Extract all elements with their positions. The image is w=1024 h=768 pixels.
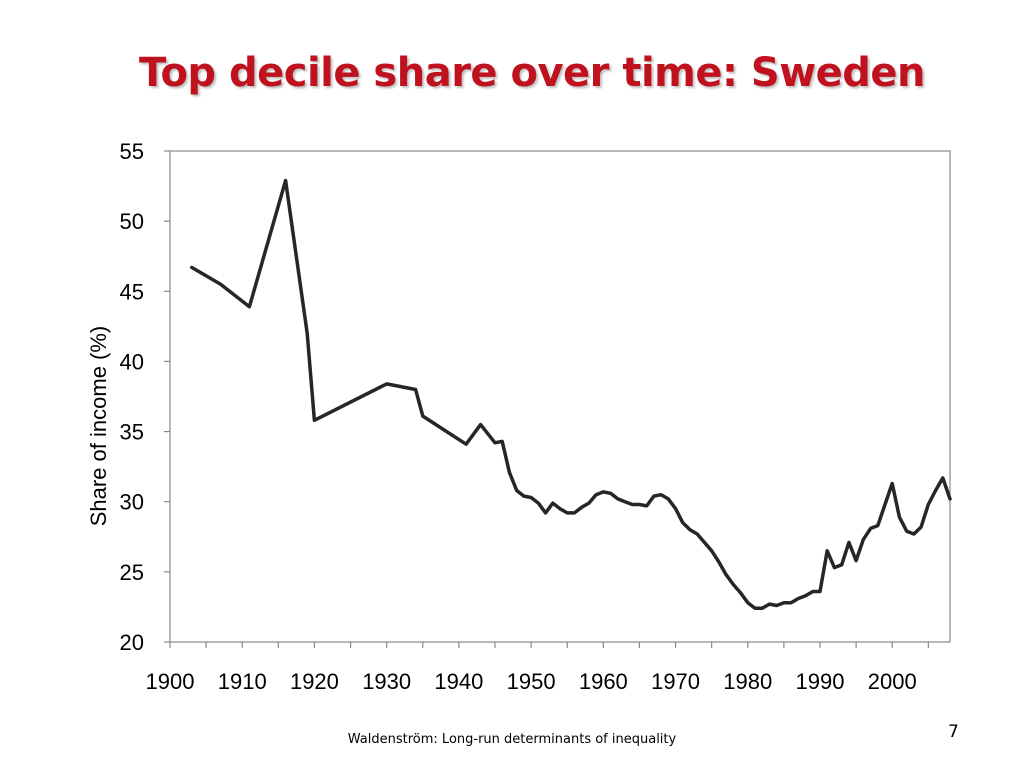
slide-title: Top decile share over time: Sweden [138,50,926,96]
y-tick-label: 55 [120,139,144,164]
x-tick-label: 1910 [218,669,267,694]
x-tick-label: 1960 [579,669,628,694]
x-tick-label: 1930 [362,669,411,694]
slide-number: 7 [948,722,959,742]
y-tick-label: 25 [120,560,144,585]
y-tick-label: 45 [120,279,144,304]
y-tick-label: 40 [120,349,144,374]
y-tick-label: 20 [120,630,144,655]
x-tick-label: 1920 [290,669,339,694]
x-tick-label: 1970 [651,669,700,694]
x-tick-label: 1990 [796,669,845,694]
y-tick-label: 50 [120,209,144,234]
x-tick-label: 1940 [434,669,483,694]
y-axis-title: Share of income (%) [86,326,111,527]
x-tick-label: 2000 [868,669,917,694]
x-tick-label: 1900 [146,669,195,694]
x-axis: 1900 1910 1920 1930 1940 1950 1960 1970 1980 1990… [146,642,929,694]
slide-footer: Waldenström: Long-run determinants of in… [347,732,677,747]
series-line-top-decile-share [189,178,952,611]
y-tick-label: 30 [120,490,144,515]
plot-area-frame [169,150,951,643]
y-axis: 20 25 30 35 40 45 50 55 [120,139,170,655]
x-tick-label: 1950 [507,669,556,694]
x-tick-label: 1980 [723,669,772,694]
y-tick-label: 35 [120,420,144,445]
